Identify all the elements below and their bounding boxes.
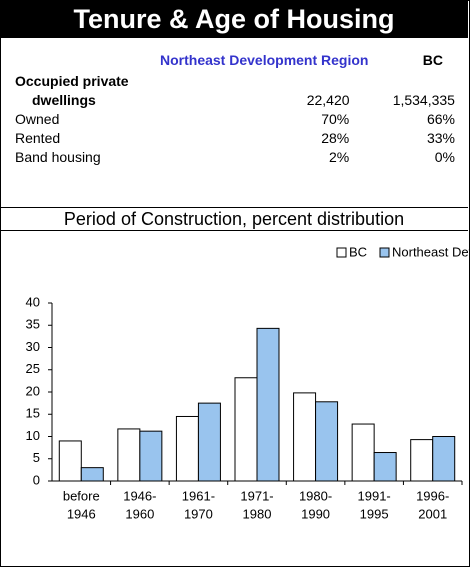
- bar: [293, 392, 317, 482]
- bar: [58, 440, 82, 482]
- table-row: Occupied private dwellings 22,420 1,534,33…: [15, 72, 455, 110]
- x-tick-label: 1990: [301, 506, 330, 521]
- cell: 2%: [329, 149, 350, 165]
- bar: [197, 402, 221, 482]
- bar: [80, 467, 104, 482]
- cell: 33%: [426, 130, 455, 146]
- cell: 0%: [434, 149, 455, 165]
- x-tick-label: 1961-: [182, 488, 215, 503]
- row-label: Rented: [15, 130, 61, 146]
- row-label: Owned: [15, 111, 60, 127]
- bar: [432, 436, 456, 482]
- bar: [175, 415, 199, 482]
- bar: [139, 430, 163, 482]
- x-tick-label: 1995: [360, 506, 389, 521]
- y-tick-label: 10: [26, 428, 40, 443]
- cell: 28%: [321, 130, 350, 146]
- bar: [117, 428, 141, 482]
- y-tick-label: 30: [26, 339, 40, 354]
- cell: 1,534,335: [392, 92, 455, 108]
- table-row: Rented 28% 33%: [15, 129, 455, 148]
- x-tick-label: 1996-: [416, 488, 449, 503]
- y-tick-label: 15: [26, 406, 40, 421]
- column-header: Northeast Development Region: [160, 52, 369, 68]
- bar: [410, 439, 434, 482]
- title: Tenure & Age of Housing: [0, 0, 468, 38]
- cell: 22,420: [306, 92, 350, 108]
- x-tick-label: 1980: [243, 506, 272, 521]
- cell: 66%: [426, 111, 455, 127]
- x-tick-label: 1980-: [299, 488, 332, 503]
- row-label: Occupied private dwellings: [15, 73, 129, 108]
- bar: [351, 423, 375, 482]
- table-row: Owned 70% 66%: [15, 110, 455, 129]
- y-tick-label: 40: [26, 294, 40, 309]
- bar: [234, 377, 258, 482]
- column-header: BC: [422, 52, 443, 68]
- legend-swatch: [379, 247, 390, 258]
- x-tick-label: 1946: [67, 506, 96, 521]
- cell: 70%: [321, 111, 350, 127]
- y-tick-label: 35: [26, 317, 40, 332]
- y-tick-label: 0: [33, 472, 40, 487]
- x-tick-label: before: [63, 488, 100, 503]
- x-tick-label: 1991-: [358, 488, 391, 503]
- y-tick-label: 25: [26, 361, 40, 376]
- x-tick-label: 1946-: [123, 488, 156, 503]
- x-tick-label: 1960: [125, 506, 154, 521]
- y-tick-label: 20: [26, 383, 40, 398]
- legend-label: Northeast Development Region: [392, 244, 470, 259]
- x-tick-label: 2001: [418, 506, 447, 521]
- bar: [373, 452, 397, 482]
- table-row: Band housing 2% 0%: [15, 148, 455, 167]
- y-tick-label: 5: [33, 450, 40, 465]
- table: Occupied private dwellings 22,420 1,534,33…: [15, 72, 455, 167]
- bar: [315, 401, 339, 482]
- x-tick-label: 1970: [184, 506, 213, 521]
- x-tick-label: 1971-: [240, 488, 273, 503]
- chart-title: Period of Construction, percent distribu…: [0, 207, 468, 231]
- row-label: Band housing: [15, 149, 101, 165]
- legend-label: BC: [349, 244, 367, 259]
- bar: [256, 327, 280, 482]
- legend-swatch: [336, 247, 347, 258]
